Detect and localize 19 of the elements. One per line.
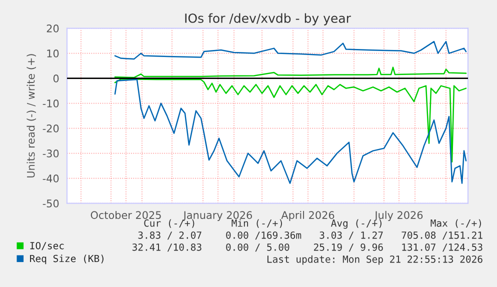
text: 32.41 /10.83 0.00 / 5.00 25.19 / 9.96 131.07 /124.53 bbox=[132, 243, 482, 252]
y-tick-label: -50 bbox=[42, 200, 59, 208]
x-tick-label: October 2025 bbox=[90, 210, 161, 219]
y-tick-label: -40 bbox=[42, 174, 59, 182]
y-tick-label: 20 bbox=[46, 24, 59, 32]
y-axis-title: Units read (-) / write (+) bbox=[26, 54, 36, 178]
y-tick-label: 10 bbox=[47, 50, 59, 58]
line-series bbox=[114, 40, 467, 60]
text: 3.83 / 2.07 0.00 /169.36m 3.03 / 1.27 705.08 /151.21 bbox=[138, 231, 482, 240]
chart-title: IOs for /dev/xvdb - by year bbox=[185, 13, 351, 26]
text: Last update: Mon Sep 21 22:55:13 2026 bbox=[267, 255, 482, 265]
y-tick-label: -10 bbox=[42, 100, 59, 108]
legend-label: IO/sec bbox=[30, 242, 64, 250]
y-tick-label: -30 bbox=[42, 150, 59, 158]
y-tick-label: 0 bbox=[53, 74, 59, 82]
x-tick-label: July 2026 bbox=[374, 210, 423, 222]
legend-label: Req Size (KB) bbox=[30, 254, 104, 264]
line-series bbox=[114, 78, 467, 184]
y-tick-label: -20 bbox=[42, 124, 59, 132]
